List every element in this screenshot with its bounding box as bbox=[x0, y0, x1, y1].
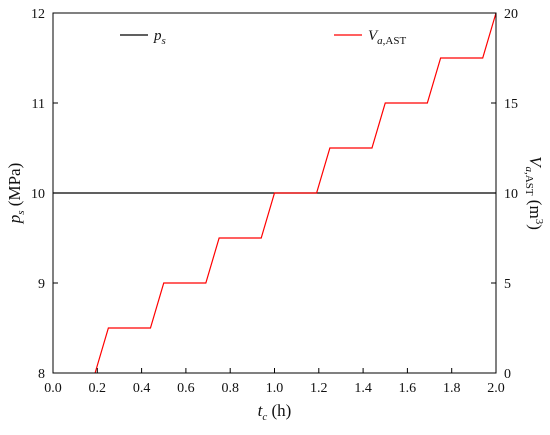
x-tick-label: 0.0 bbox=[44, 381, 62, 396]
chart-marks bbox=[53, 12, 497, 374]
x-tick-label: 2.0 bbox=[487, 381, 505, 396]
x-tick-label: 1.0 bbox=[266, 381, 284, 396]
x-axis-title: tc (h) bbox=[258, 401, 292, 423]
x-tick-label: 1.4 bbox=[354, 381, 372, 396]
y-right-tick-label: 20 bbox=[504, 7, 518, 22]
y-right-tick-label: 15 bbox=[504, 97, 518, 112]
legend-item-ps: ps bbox=[120, 28, 166, 47]
x-tick-label: 0.6 bbox=[177, 381, 195, 396]
x-tick-label: 0.2 bbox=[89, 381, 107, 396]
y-left-tick-label: 12 bbox=[31, 7, 45, 22]
y-right-tick-label: 0 bbox=[504, 367, 511, 382]
legend-item-va-ast: Va,AST bbox=[334, 28, 406, 47]
x-tick-label: 1.6 bbox=[399, 381, 417, 396]
x-axis: 0.0 0.2 0.4 0.6 0.8 1.0 1.2 1.4 1.6 1.8 2.0 bbox=[44, 368, 505, 396]
x-tick-label: 1.8 bbox=[443, 381, 461, 396]
series-line-va-ast bbox=[94, 12, 497, 374]
y-left-tick-label: 11 bbox=[32, 97, 45, 112]
y-axis-left-title: ps (MPa) bbox=[5, 163, 27, 224]
y-right-tick-label: 5 bbox=[504, 277, 511, 292]
y-axis-left: 8 9 10 11 12 bbox=[31, 7, 58, 382]
legend: ps Va,AST bbox=[120, 28, 406, 47]
y-axis-right-title: Va,AST (m3) bbox=[523, 156, 545, 230]
legend-label-ps: ps bbox=[153, 28, 166, 47]
y-axis-right: 0 5 10 15 20 bbox=[491, 7, 518, 382]
x-tick-label: 1.2 bbox=[310, 381, 328, 396]
y-left-tick-label: 10 bbox=[31, 187, 45, 202]
y-left-tick-label: 9 bbox=[38, 277, 45, 292]
x-tick-label: 0.4 bbox=[133, 381, 151, 396]
y-left-tick-label: 8 bbox=[38, 367, 45, 382]
x-tick-label: 0.8 bbox=[221, 381, 239, 396]
legend-label-va-ast: Va,AST bbox=[368, 28, 406, 47]
y-right-tick-label: 10 bbox=[504, 187, 518, 202]
